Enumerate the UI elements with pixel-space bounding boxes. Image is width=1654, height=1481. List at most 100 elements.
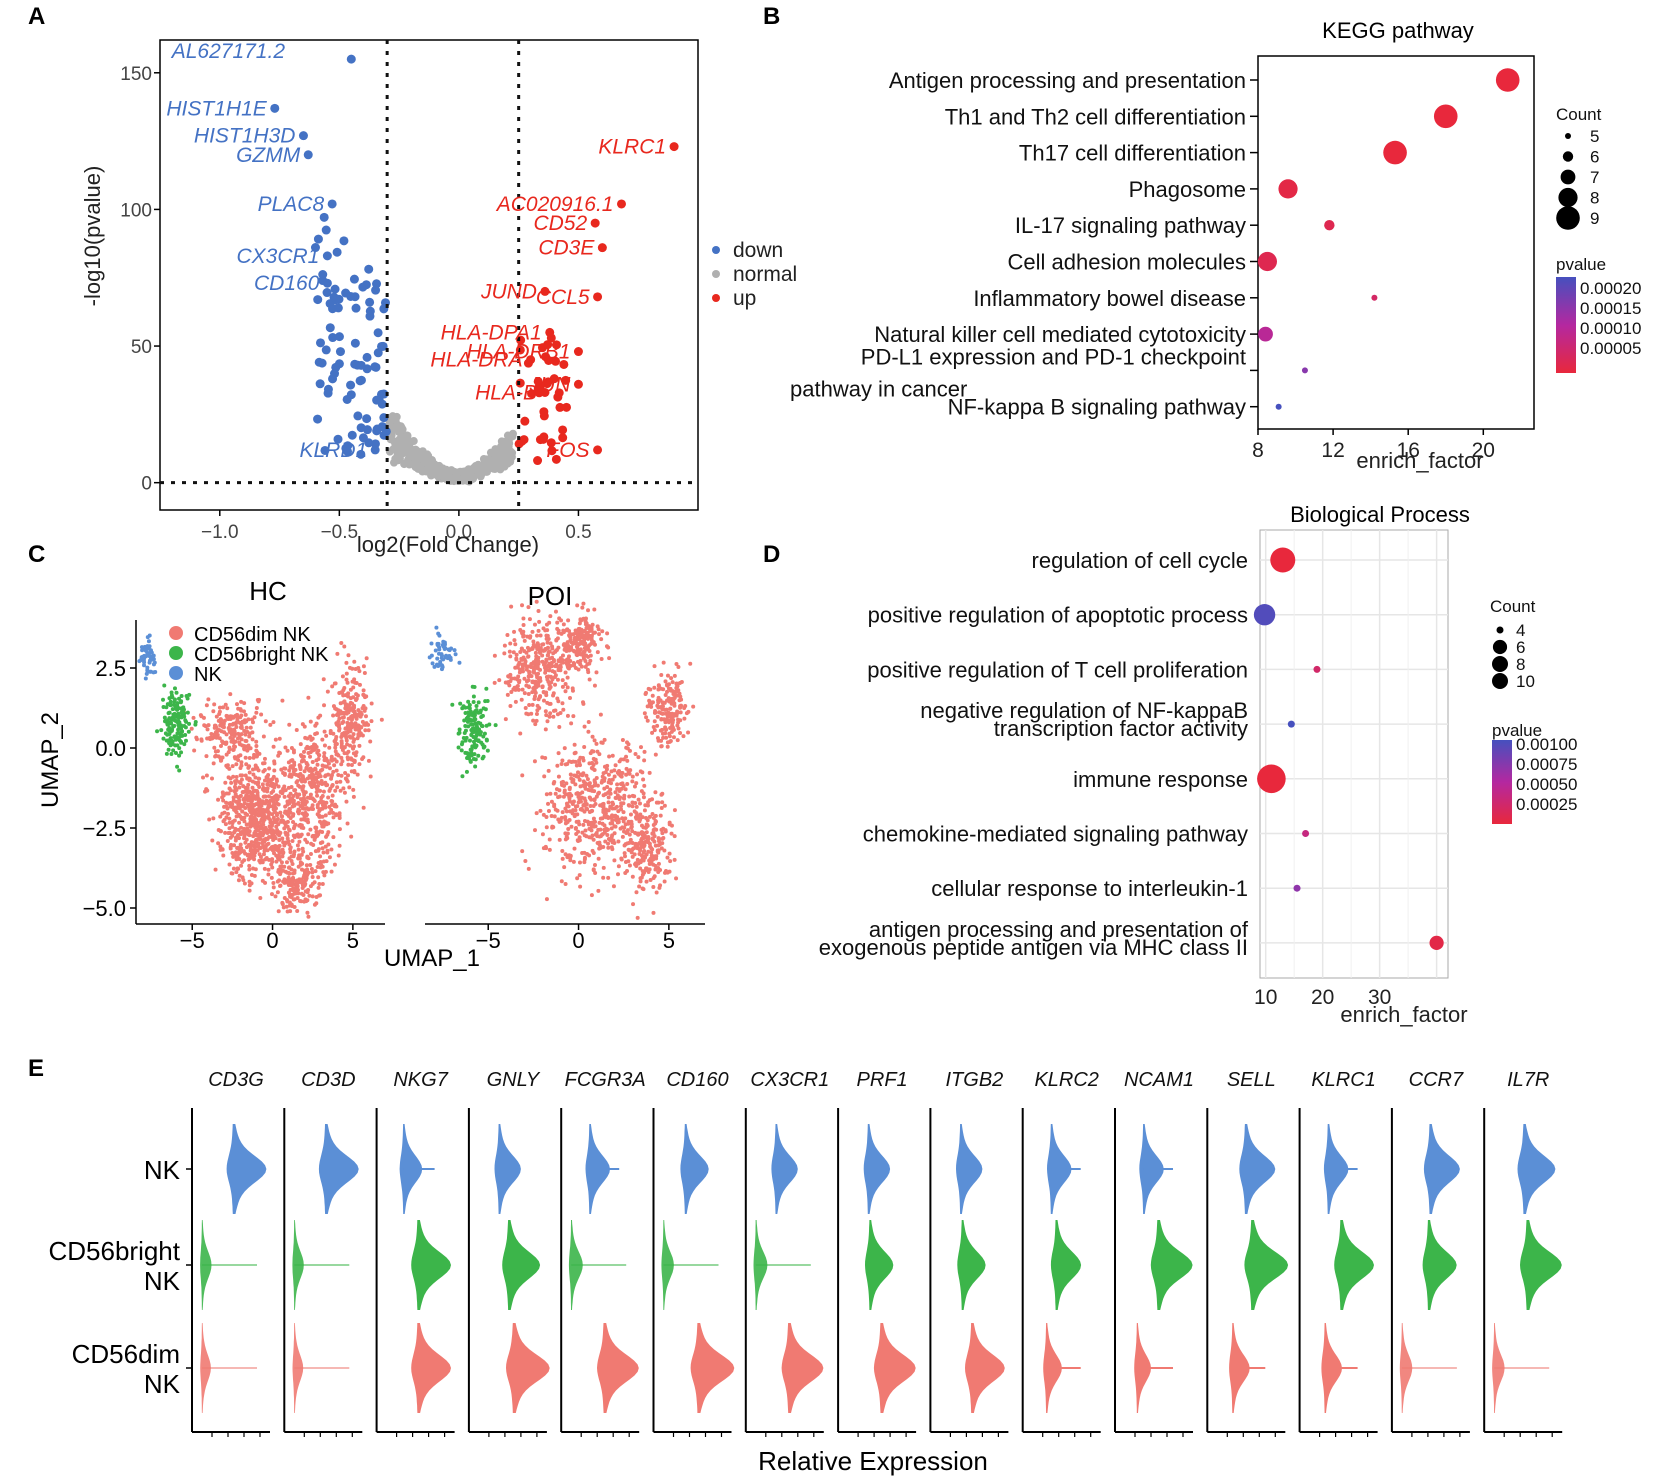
umap-cell-cd56dim: [277, 878, 282, 883]
umap-cell-nk: [429, 653, 434, 658]
umap-cell-cd56dim: [557, 837, 562, 842]
umap-cell-nk: [152, 660, 157, 665]
umap-cell-cd56dim: [293, 767, 298, 772]
umap-cell-cd56dim: [233, 850, 238, 855]
umap-cell-cd56dim: [239, 816, 244, 821]
umap-cell-cd56dim: [204, 703, 209, 708]
umap-legend-label: CD56dim NK: [194, 624, 311, 646]
umap-cell-cd56dim: [572, 649, 577, 654]
umap-cell-cd56dim: [579, 639, 584, 644]
umap-cell-cd56dim: [279, 819, 284, 824]
umap-cell-cd56dim: [352, 659, 357, 664]
umap-cell-cd56dim: [654, 800, 659, 805]
umap-cell-cd56bright: [469, 750, 474, 755]
umap-cell-cd56dim: [623, 854, 628, 859]
umap-cell-cd56dim: [630, 774, 635, 779]
volcano-gene-label: PLAC8: [258, 193, 325, 216]
umap-cell-cd56dim: [339, 762, 344, 767]
umap-cell-cd56dim: [283, 745, 288, 750]
umap-cell-cd56dim: [296, 801, 301, 806]
kegg-x-tick-label: 12: [1321, 439, 1344, 462]
umap-cell-cd56dim: [577, 860, 582, 865]
umap-cell-cd56dim: [652, 827, 657, 832]
umap-cell-cd56dim: [603, 809, 608, 814]
umap-cell-cd56dim: [559, 761, 564, 766]
umap-cell-cd56dim: [677, 681, 682, 686]
umap-cell-cd56bright: [175, 764, 180, 769]
umap-legend-marker: [169, 646, 183, 660]
umap-cell-cd56dim: [230, 824, 235, 829]
umap-cell-cd56dim: [647, 867, 652, 872]
umap-cell-cd56dim: [366, 758, 371, 763]
umap-cell-cd56dim: [555, 620, 560, 625]
up-point: [561, 402, 571, 412]
umap-cell-cd56dim: [601, 865, 606, 870]
umap-cell-cd56dim: [346, 762, 351, 767]
umap-cell-cd56dim: [530, 646, 535, 651]
down-point: [349, 274, 359, 284]
umap-cell-cd56dim: [635, 915, 640, 920]
umap-cell-nk: [452, 648, 457, 653]
umap-cell-cd56bright: [162, 715, 167, 720]
umap-cell-cd56dim: [307, 773, 312, 778]
umap-cell-cd56dim: [213, 749, 218, 754]
umap-cell-cd56dim: [337, 843, 342, 848]
bp-plot-frame: [1259, 529, 1449, 979]
umap-cell-cd56dim: [240, 809, 245, 814]
umap-cell-cd56dim: [228, 735, 233, 740]
kegg-term-label: Cell adhesion molecules: [1008, 250, 1246, 275]
violin-shape: [411, 1220, 451, 1310]
umap-cell-cd56dim: [297, 839, 302, 844]
umap-cell-cd56dim: [553, 791, 558, 796]
umap-cell-cd56dim: [352, 760, 357, 765]
umap-cell-cd56dim: [608, 804, 613, 809]
umap-cell-cd56dim: [303, 802, 308, 807]
umap-cell-cd56dim: [520, 603, 525, 608]
down-point: [356, 375, 366, 385]
umap-cell-cd56dim: [304, 746, 309, 751]
umap-cell-cd56dim: [327, 811, 332, 816]
umap-cell-cd56dim: [600, 740, 605, 745]
umap-cell-cd56dim: [250, 808, 255, 813]
down-point: [315, 338, 325, 348]
umap-cell-cd56dim: [230, 764, 235, 769]
umap-cell-cd56dim: [259, 712, 264, 717]
down-point: [364, 264, 374, 274]
umap-cell-cd56dim: [531, 667, 536, 672]
umap-cell-cd56dim: [366, 728, 371, 733]
umap-cell-cd56dim: [668, 706, 673, 711]
umap-cell-cd56dim: [212, 735, 217, 740]
umap-cell-cd56dim: [340, 720, 345, 725]
violin-gene-label: NCAM1: [1124, 1069, 1194, 1091]
umap-cell-cd56dim: [304, 765, 309, 770]
umap-cell-cd56dim: [288, 850, 293, 855]
umap-cell-cd56dim: [266, 794, 271, 799]
umap-cell-cd56dim: [522, 638, 527, 643]
bp-dot: [1429, 935, 1444, 951]
umap-cell-cd56dim: [575, 838, 580, 843]
umap-cell-cd56dim: [642, 843, 647, 848]
umap-cell-cd56dim: [355, 713, 360, 718]
umap-cell-cd56dim: [648, 878, 653, 883]
umap-cell-cd56dim: [538, 667, 543, 672]
umap-cell-cd56dim: [601, 771, 606, 776]
umap-cell-cd56dim: [524, 683, 529, 688]
umap-cell-cd56dim: [546, 801, 551, 806]
normal-point: [481, 467, 490, 476]
umap-cell-cd56dim: [233, 791, 238, 796]
umap-cell-cd56dim: [236, 706, 241, 711]
umap-cell-cd56dim: [310, 894, 315, 899]
umap-cell-cd56dim: [622, 843, 627, 848]
umap-cell-cd56dim: [596, 841, 601, 846]
umap-cell-cd56dim: [331, 769, 336, 774]
umap-cell-cd56dim: [548, 641, 553, 646]
umap-cell-cd56bright: [472, 717, 477, 722]
kegg-points: [1257, 68, 1520, 410]
umap-cell-cd56dim: [574, 819, 579, 824]
umap-cell-cd56dim: [530, 679, 535, 684]
umap-cell-cd56dim: [681, 734, 686, 739]
violin-group-label: NK: [144, 1266, 181, 1296]
umap-cell-cd56bright: [170, 707, 175, 712]
down-point: [333, 434, 343, 444]
umap-cell-cd56dim: [675, 738, 680, 743]
